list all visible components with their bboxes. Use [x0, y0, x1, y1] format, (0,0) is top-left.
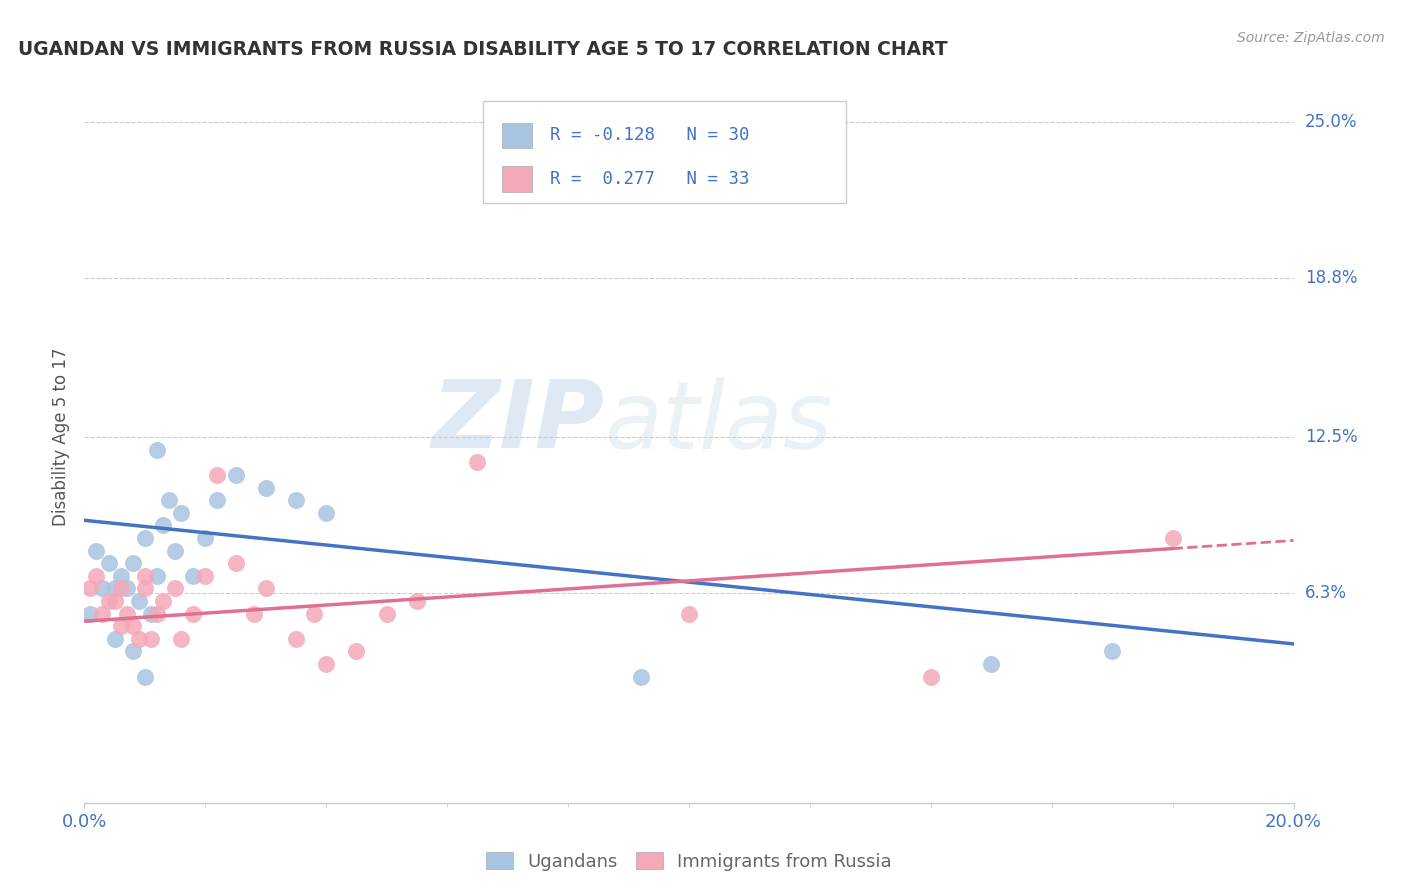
Point — [104, 582, 127, 596]
Point — [86, 543, 108, 558]
Point — [315, 657, 337, 671]
Point — [225, 556, 247, 570]
Text: Source: ZipAtlas.com: Source: ZipAtlas.com — [1237, 31, 1385, 45]
Bar — [502, 167, 531, 192]
Point — [79, 607, 101, 621]
Point — [115, 582, 138, 596]
Point — [225, 467, 247, 482]
Point — [980, 657, 1002, 671]
Point — [678, 607, 700, 621]
Point — [207, 493, 229, 508]
Point — [79, 582, 101, 596]
Point — [128, 594, 150, 608]
Point — [346, 644, 368, 658]
Text: 6.3%: 6.3% — [1305, 584, 1347, 602]
Point — [302, 607, 325, 621]
Point — [97, 594, 120, 608]
Point — [110, 569, 132, 583]
Point — [315, 506, 337, 520]
Point — [104, 594, 127, 608]
Y-axis label: Disability Age 5 to 17: Disability Age 5 to 17 — [52, 348, 70, 526]
Point — [110, 582, 132, 596]
Point — [630, 670, 652, 684]
Text: R =  0.277   N = 33: R = 0.277 N = 33 — [550, 169, 749, 188]
Point — [284, 493, 308, 508]
Point — [406, 594, 429, 608]
Point — [115, 607, 138, 621]
Point — [91, 582, 114, 596]
Point — [181, 569, 204, 583]
Point — [194, 569, 217, 583]
Point — [1161, 531, 1184, 545]
Point — [467, 455, 489, 469]
Point — [170, 506, 193, 520]
Point — [194, 531, 217, 545]
Point — [121, 619, 143, 633]
Point — [254, 481, 277, 495]
Point — [121, 644, 143, 658]
Point — [134, 582, 156, 596]
Point — [242, 607, 264, 621]
Point — [207, 467, 229, 482]
Point — [134, 531, 156, 545]
Point — [1101, 644, 1123, 658]
Point — [121, 556, 143, 570]
Point — [181, 607, 204, 621]
Point — [920, 670, 942, 684]
Text: atlas: atlas — [605, 377, 832, 468]
Point — [157, 493, 180, 508]
Point — [163, 582, 186, 596]
Text: 18.8%: 18.8% — [1305, 269, 1357, 287]
Point — [170, 632, 193, 646]
Point — [163, 543, 186, 558]
Point — [139, 607, 162, 621]
Legend: Ugandans, Immigrants from Russia: Ugandans, Immigrants from Russia — [478, 846, 900, 878]
Point — [254, 582, 277, 596]
Point — [152, 518, 174, 533]
Text: 12.5%: 12.5% — [1305, 428, 1357, 446]
Text: ZIP: ZIP — [432, 376, 605, 468]
Point — [134, 569, 156, 583]
Text: 25.0%: 25.0% — [1305, 112, 1357, 131]
Point — [146, 442, 169, 457]
Point — [146, 569, 169, 583]
Point — [146, 607, 169, 621]
Point — [128, 632, 150, 646]
Point — [86, 569, 108, 583]
Point — [134, 670, 156, 684]
Bar — [502, 122, 531, 148]
Point — [139, 632, 162, 646]
Point — [110, 619, 132, 633]
Point — [91, 607, 114, 621]
Text: UGANDAN VS IMMIGRANTS FROM RUSSIA DISABILITY AGE 5 TO 17 CORRELATION CHART: UGANDAN VS IMMIGRANTS FROM RUSSIA DISABI… — [18, 39, 948, 59]
Point — [375, 607, 398, 621]
Point — [104, 632, 127, 646]
Point — [284, 632, 308, 646]
FancyBboxPatch shape — [484, 101, 846, 203]
Point — [97, 556, 120, 570]
Point — [152, 594, 174, 608]
Text: R = -0.128   N = 30: R = -0.128 N = 30 — [550, 126, 749, 144]
